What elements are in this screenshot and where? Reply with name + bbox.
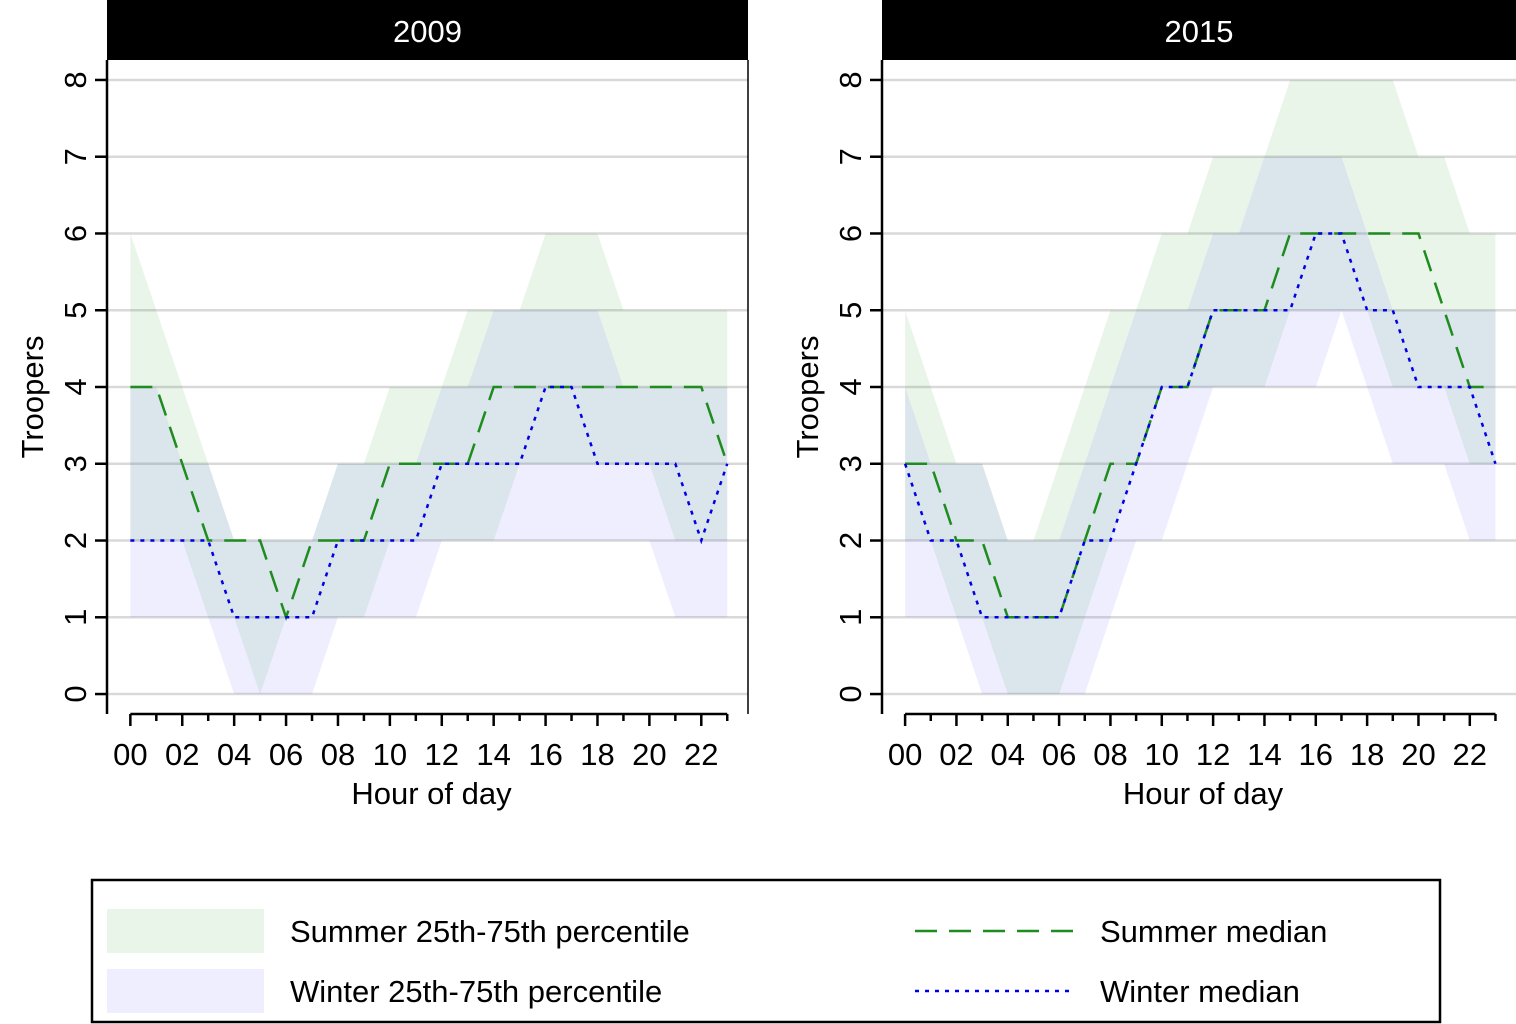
y-tick-label: 1 — [58, 609, 93, 626]
legend-label: Winter median — [1100, 974, 1300, 1009]
median-line — [130, 385, 729, 619]
x-axis-label: Hour of day — [1123, 776, 1284, 811]
x-tick-label: 12 — [425, 737, 459, 772]
y-tick-label: 3 — [58, 455, 93, 472]
legend-swatch — [107, 909, 264, 953]
y-tick-label: 4 — [833, 378, 868, 395]
x-tick-label: 06 — [1042, 737, 1076, 772]
y-tick-label: 6 — [58, 225, 93, 242]
x-tick-label: 00 — [113, 737, 147, 772]
percentile-band — [905, 156, 1496, 695]
y-tick-label: 8 — [58, 71, 93, 88]
y-axis-label: Troopers — [15, 336, 50, 459]
median-line — [130, 385, 729, 622]
panel-title: 2009 — [393, 14, 462, 49]
y-tick-label: 7 — [58, 148, 93, 165]
panel-header — [107, 0, 748, 60]
x-tick-label: 08 — [1093, 737, 1127, 772]
x-tick-label: 14 — [476, 737, 510, 772]
x-tick-label: 02 — [939, 737, 973, 772]
x-tick-label: 02 — [165, 737, 199, 772]
legend-label: Summer median — [1100, 914, 1327, 949]
legend-box — [90, 878, 1442, 1024]
legend-label: Summer 25th-75th percentile — [290, 914, 690, 949]
y-tick-label: 0 — [58, 685, 93, 702]
percentile-band — [130, 233, 728, 695]
x-tick-label: 12 — [1196, 737, 1230, 772]
y-tick-label: 2 — [58, 532, 93, 549]
x-tick-label: 14 — [1247, 737, 1281, 772]
x-tick-label: 06 — [269, 737, 303, 772]
x-tick-label: 22 — [684, 737, 718, 772]
x-tick-label: 08 — [321, 737, 355, 772]
panel-header — [882, 0, 1516, 60]
y-tick-label: 4 — [58, 378, 93, 395]
x-tick-label: 18 — [1350, 737, 1384, 772]
y-tick-label: 5 — [58, 302, 93, 319]
x-tick-label: 20 — [632, 737, 666, 772]
median-line — [903, 232, 1497, 619]
y-axis-label: Troopers — [790, 336, 825, 459]
legend-swatch — [107, 969, 264, 1013]
median-line — [905, 232, 1496, 619]
y-tick-label: 3 — [833, 455, 868, 472]
y-tick-label: 8 — [833, 71, 868, 88]
x-tick-label: 20 — [1401, 737, 1435, 772]
y-tick-label: 6 — [833, 225, 868, 242]
x-tick-label: 18 — [580, 737, 614, 772]
x-axis-label: Hour of day — [351, 776, 512, 811]
y-tick-label: 0 — [833, 685, 868, 702]
y-tick-label: 7 — [833, 148, 868, 165]
x-tick-label: 04 — [991, 737, 1025, 772]
y-tick-label: 5 — [833, 302, 868, 319]
legend-label: Winter 25th-75th percentile — [290, 974, 662, 1009]
x-tick-label: 16 — [528, 737, 562, 772]
panel-title: 2015 — [1165, 14, 1234, 49]
y-tick-label: 2 — [833, 532, 868, 549]
x-tick-label: 10 — [373, 737, 407, 772]
x-tick-label: 10 — [1145, 737, 1179, 772]
x-tick-label: 16 — [1299, 737, 1333, 772]
y-tick-label: 1 — [833, 609, 868, 626]
x-tick-label: 04 — [217, 737, 251, 772]
x-tick-label: 22 — [1453, 737, 1487, 772]
x-tick-label: 00 — [888, 737, 922, 772]
